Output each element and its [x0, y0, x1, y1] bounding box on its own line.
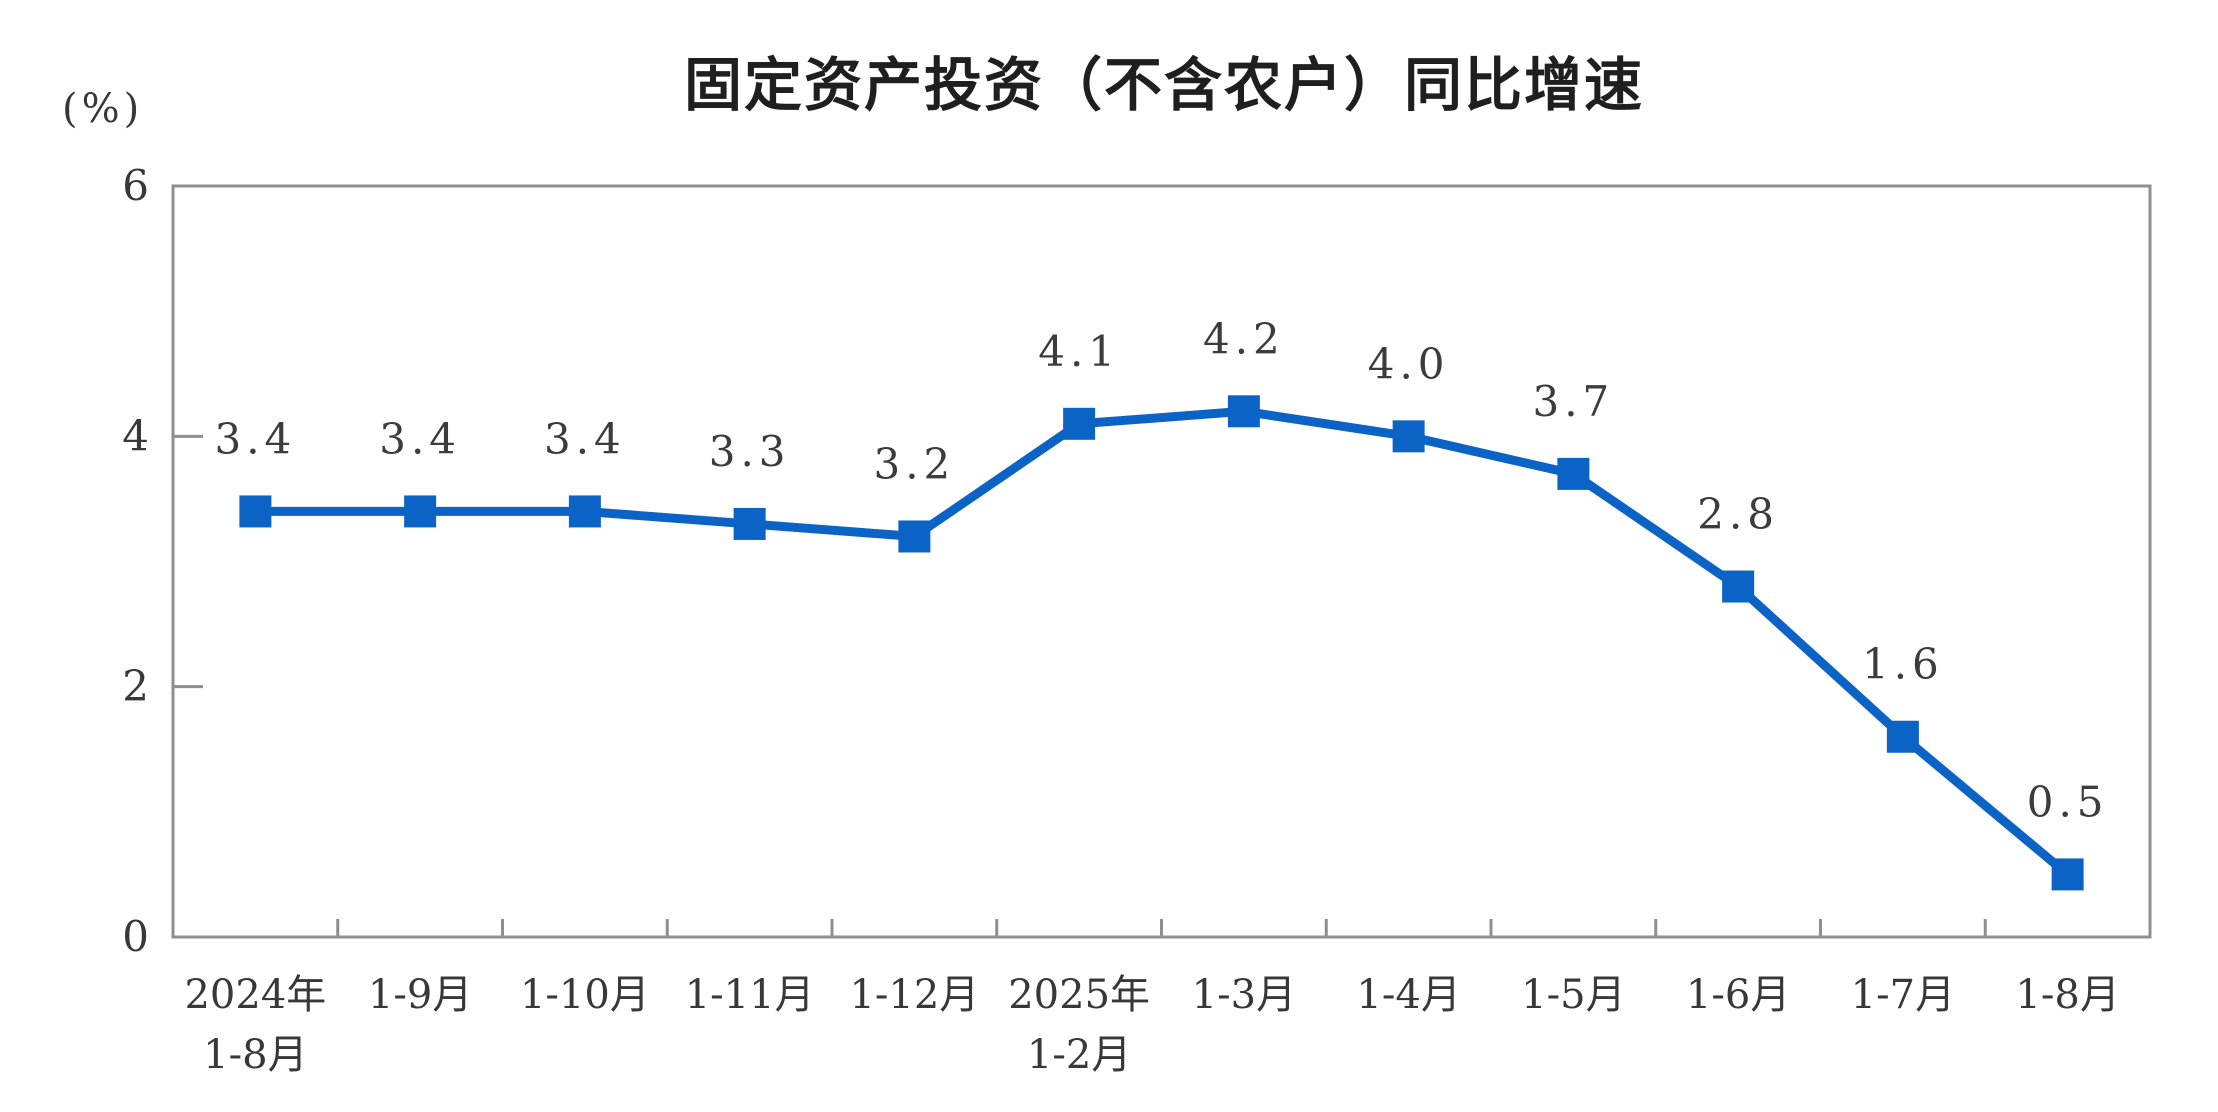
data-value-label: 3.3 — [709, 427, 791, 476]
x-category-label: 1-7月 — [1851, 972, 1955, 1018]
data-value-label: 4.2 — [1203, 314, 1285, 363]
data-value-label: 3.2 — [873, 439, 955, 488]
data-point-marker — [1886, 720, 1919, 753]
data-point-marker — [568, 495, 601, 528]
chart-title: 固定资产投资（不含农户）同比增速 — [683, 51, 1645, 119]
y-axis-unit-label: (%) — [62, 86, 144, 132]
data-point-marker — [404, 495, 437, 528]
y-tick-label: 0 — [122, 912, 149, 961]
data-point-marker — [898, 520, 931, 553]
x-category-label: 1-2月 — [1027, 1032, 1131, 1078]
data-point-marker — [1063, 407, 1096, 440]
data-point-marker — [1722, 570, 1755, 603]
data-value-label: 1.6 — [1862, 640, 1944, 689]
x-category-label: 1-9月 — [368, 972, 472, 1018]
data-point-marker — [1392, 420, 1425, 453]
data-value-label: 3.4 — [544, 414, 626, 463]
x-category-label: 1-8月 — [2015, 972, 2119, 1018]
data-value-label: 4.0 — [1368, 339, 1450, 388]
y-tick-label: 4 — [122, 411, 149, 460]
data-value-label: 2.8 — [1697, 490, 1779, 539]
x-category-label: 1-3月 — [1192, 972, 1296, 1018]
data-value-label: 3.4 — [214, 414, 296, 463]
x-category-label: 1-10月 — [520, 972, 650, 1018]
x-category-label: 1-12月 — [849, 972, 979, 1018]
data-value-label: 4.1 — [1038, 327, 1120, 376]
data-point-marker — [733, 507, 766, 540]
x-category-label: 2024年 — [184, 972, 326, 1018]
series-line — [255, 406, 2071, 878]
y-tick-label: 2 — [122, 662, 149, 711]
x-category-label: 1-4月 — [1356, 972, 1460, 1018]
data-point-marker — [1227, 395, 1260, 428]
data-point-marker — [2051, 858, 2084, 891]
plot-border — [171, 184, 2152, 939]
data-value-label: 0.5 — [2027, 777, 2109, 826]
x-category-label: 1-8月 — [203, 1032, 307, 1078]
data-value-label: 3.4 — [379, 414, 461, 463]
x-category-label: 1-11月 — [685, 972, 815, 1018]
data-point-marker — [1557, 457, 1590, 490]
data-value-label: 3.7 — [1532, 377, 1614, 426]
x-category-label: 1-5月 — [1521, 972, 1625, 1018]
x-category-label: 2025年 — [1008, 972, 1150, 1018]
y-tick-label: 6 — [122, 161, 149, 210]
data-point-marker — [239, 495, 272, 528]
x-category-label: 1-6月 — [1686, 972, 1790, 1018]
